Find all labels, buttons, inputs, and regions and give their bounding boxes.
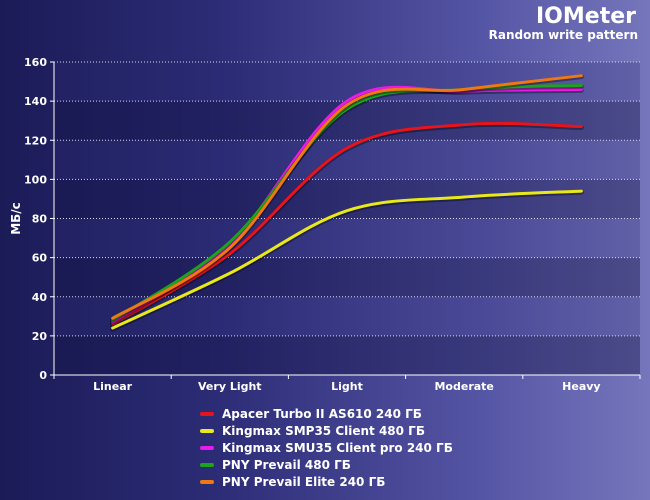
legend-item: Kingmax SMU35 Client pro 240 ГБ [200, 439, 453, 456]
legend-item: PNY Prevail 480 ГБ [200, 456, 453, 473]
legend-label: PNY Prevail 480 ГБ [222, 457, 351, 472]
y-tick-label: 140 [24, 95, 47, 108]
x-tick-label: Linear [93, 380, 132, 393]
y-tick-label: 120 [24, 134, 47, 147]
x-tick-label: Moderate [434, 380, 493, 393]
legend-swatch [200, 479, 214, 484]
plot-area [54, 62, 640, 375]
x-tick-label: Heavy [562, 380, 600, 393]
y-tick-label: 20 [32, 330, 48, 343]
y-axis-label: МБ/с [9, 202, 23, 235]
legend-swatch [200, 428, 214, 433]
series-line [111, 189, 583, 330]
legend-label: Kingmax SMP35 Client 480 ГБ [222, 423, 425, 438]
legend-label: Kingmax SMU35 Client pro 240 ГБ [222, 440, 453, 455]
legend-item: Apacer Turbo II AS610 240 ГБ [200, 405, 453, 422]
chart-legend: Apacer Turbo II AS610 240 ГБ Kingmax SMP3… [200, 405, 453, 490]
legend-label: PNY Prevail Elite 240 ГБ [222, 474, 386, 489]
grid-band [54, 335, 640, 375]
x-tick-label: Light [331, 380, 363, 393]
series-line [111, 74, 583, 320]
legend-item: PNY Prevail Elite 240 ГБ [200, 473, 453, 490]
y-tick-label: 100 [24, 173, 47, 186]
grid-band [54, 257, 640, 297]
y-tick-label: 60 [32, 252, 48, 265]
y-tick-label: 0 [39, 369, 47, 382]
legend-item: Kingmax SMP35 Client 480 ГБ [200, 422, 453, 439]
legend-label: Apacer Turbo II AS610 240 ГБ [222, 406, 422, 421]
series-line [111, 121, 583, 326]
y-tick-label: 80 [32, 213, 48, 226]
x-tick-label: Very Light [198, 380, 262, 393]
y-tick-label: 40 [32, 291, 48, 304]
chart-title: IOMeter [536, 4, 636, 29]
series-line [111, 85, 583, 324]
legend-swatch [200, 411, 214, 416]
chart-subtitle: Random write pattern [488, 28, 638, 42]
legend-swatch [200, 445, 214, 450]
legend-swatch [200, 462, 214, 467]
y-tick-label: 160 [24, 56, 47, 69]
